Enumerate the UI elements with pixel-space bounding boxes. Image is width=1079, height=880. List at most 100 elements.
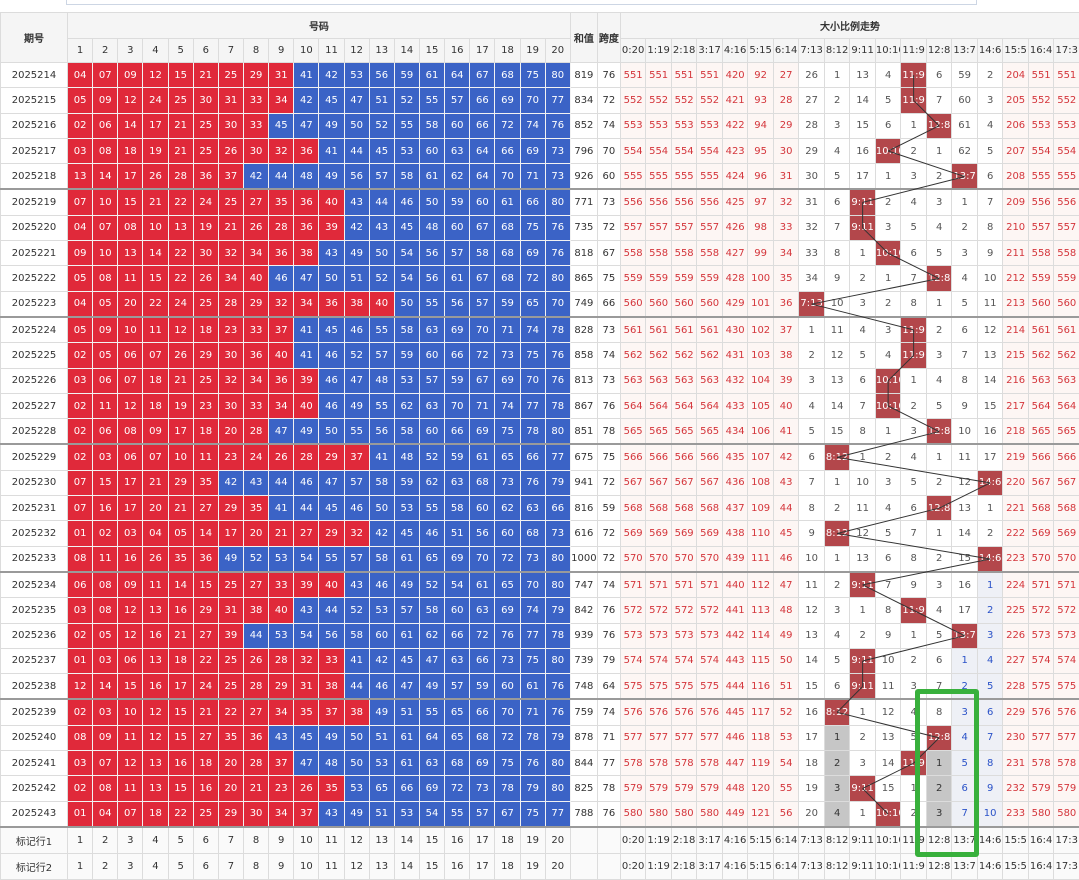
trend-value: 6 [977,164,1003,190]
trend-value: 566 [1028,444,1054,470]
sum: 771 [570,189,597,215]
footer-number: 13 [369,853,394,879]
small-number: 09 [93,725,118,750]
small-number: 09 [143,419,168,445]
issue: 2025232 [1,521,68,546]
large-number: 69 [470,419,495,445]
large-number: 58 [470,241,495,266]
trend-hit: 11:9 [901,63,927,88]
trend-value: 571 [1054,572,1079,598]
small-number: 25 [218,648,243,673]
trend-value: 570 [697,546,723,572]
span: 78 [597,776,620,801]
small-number: 34 [294,291,319,317]
sum: 878 [570,725,597,750]
large-number: 48 [369,368,394,393]
small-number: 15 [168,725,193,750]
small-number: 20 [218,776,243,801]
issue: 2025227 [1,393,68,418]
small-number: 37 [319,699,344,725]
sum: 858 [570,343,597,368]
small-number: 15 [143,266,168,291]
trend-value: 216 [1003,368,1029,393]
small-number: 02 [68,699,93,725]
large-number: 61 [394,751,419,776]
trend-value: 580 [671,801,697,827]
trend-value: 423 [722,138,748,163]
footer-trend: 8:12 [824,827,850,854]
large-number: 71 [470,393,495,418]
trend-value: 52 [773,699,799,725]
span: 72 [597,521,620,546]
trend-col-header: 3:17 [697,39,723,63]
small-number: 25 [193,138,218,163]
trend-value: 569 [1054,521,1079,546]
footer-empty [597,853,620,879]
small-number: 40 [243,266,268,291]
trend-value: 221 [1003,496,1029,521]
large-number: 64 [470,164,495,190]
large-number: 72 [495,546,520,572]
small-number: 22 [143,291,168,317]
small-number: 30 [218,393,243,418]
large-number: 49 [294,419,319,445]
small-number: 30 [243,138,268,163]
small-number: 29 [193,598,218,623]
footer-number: 15 [419,827,444,854]
large-number: 73 [495,470,520,495]
trend-value: 562 [1028,343,1054,368]
trend-value: 220 [1003,470,1029,495]
trend-mark: 3 [824,776,850,801]
small-number: 20 [218,751,243,776]
trend-value: 560 [620,291,646,317]
trend-hit: 12:8 [926,266,952,291]
number-col-header: 12 [344,39,369,63]
trend-value: 117 [748,699,774,725]
small-number: 12 [118,623,143,648]
trend-value: 565 [646,419,672,445]
large-number: 68 [495,63,520,88]
small-number: 03 [93,444,118,470]
trend-value: 6 [901,241,927,266]
large-number: 58 [419,113,444,138]
trend-value: 424 [722,164,748,190]
trend-value: 556 [671,189,697,215]
trend-value: 6 [799,444,825,470]
small-number: 28 [218,291,243,317]
large-number: 68 [520,521,545,546]
small-number: 16 [93,496,118,521]
large-number: 52 [243,546,268,572]
small-number: 22 [193,648,218,673]
small-number: 26 [168,343,193,368]
small-number: 13 [143,776,168,801]
trend-value: 4 [850,317,876,343]
small-number: 38 [344,699,369,725]
large-number: 77 [545,88,570,113]
trend-value: 106 [748,419,774,445]
trend-value: 41 [773,419,799,445]
large-number: 68 [495,215,520,240]
trend-value: 3 [875,470,901,495]
large-number: 69 [520,138,545,163]
trend-value: 2 [977,521,1003,546]
small-number: 17 [218,521,243,546]
large-number: 80 [545,63,570,88]
trend-value: 11 [977,291,1003,317]
small-number: 29 [218,801,243,827]
trend-value: 568 [697,496,723,521]
large-number: 74 [495,393,520,418]
large-number: 41 [294,63,319,88]
trend-value: 569 [620,521,646,546]
small-number: 34 [269,801,294,827]
small-number: 10 [93,241,118,266]
trend-value: 563 [1028,368,1054,393]
trend-value: 10 [875,648,901,673]
numbers-header: 号码 [68,13,571,39]
trend-value: 577 [671,725,697,750]
small-number: 37 [344,444,369,470]
small-number: 06 [93,113,118,138]
large-number: 44 [243,623,268,648]
